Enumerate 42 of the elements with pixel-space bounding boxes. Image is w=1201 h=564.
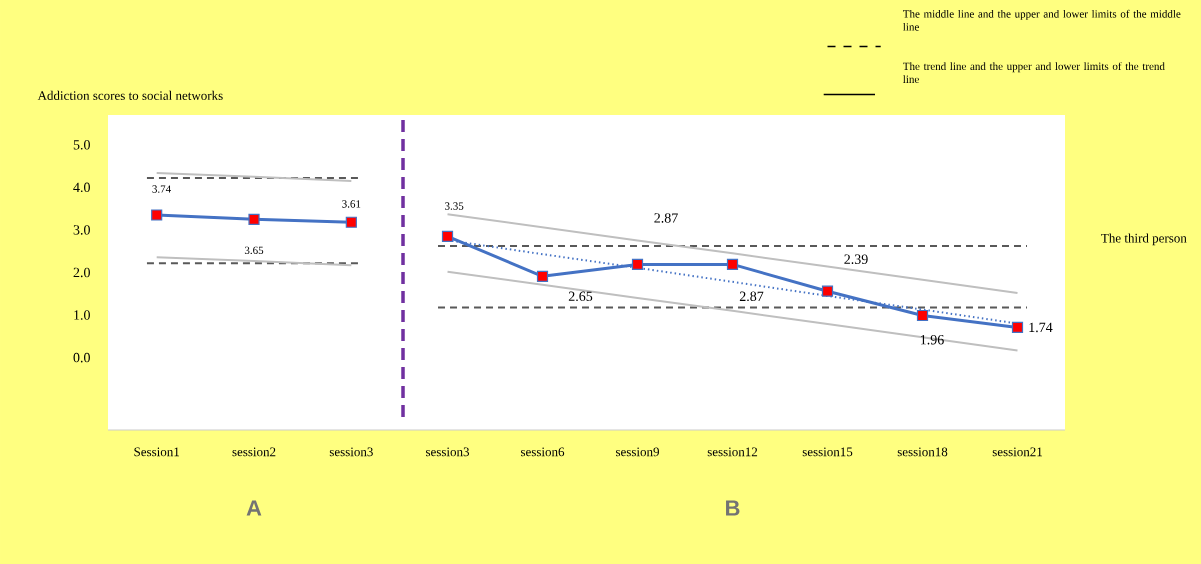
x-tick-label: session9 (616, 447, 659, 457)
point (726, 258, 739, 270)
annotation: 2.65 (568, 291, 593, 302)
x-tick-label: session15 (802, 447, 853, 457)
y-axis-title: Addiction scores to social networks (37, 90, 223, 100)
annotation: 3.61 (342, 200, 361, 208)
point (151, 209, 163, 221)
y-tick-label: 0.0 (73, 352, 90, 363)
point (631, 258, 644, 270)
text: The trend line and the upper and lower limits of the trend line (903, 62, 1165, 83)
x-tick-label: session12 (707, 447, 758, 457)
point (536, 270, 549, 282)
y-tick-label: 2.0 (73, 267, 90, 278)
x-tick-label: session2 (232, 447, 276, 457)
y-tick-label: 4.0 (73, 182, 90, 193)
text: The third person (1101, 233, 1187, 246)
point (1011, 321, 1024, 333)
point (248, 213, 260, 225)
x-tick-label: Session1 (134, 447, 180, 457)
x-axis-title: A (246, 500, 262, 516)
annotation: 3.65 (244, 246, 264, 255)
x-axis-title: B (726, 500, 740, 516)
text: The middle line and the upper and lower limits of the middle line (903, 9, 1181, 31)
annotation: 2.39 (844, 254, 868, 265)
x-tick-label: session21 (992, 447, 1042, 457)
x-tick-label: session18 (897, 447, 948, 457)
x-tick-label: session3 (329, 447, 373, 457)
point (916, 309, 929, 322)
point (821, 285, 834, 297)
point (441, 230, 454, 242)
annotation: 3.35 (445, 202, 464, 210)
annotation: 2.87 (739, 291, 764, 302)
annotation: 3.74 (152, 185, 171, 193)
x-tick-label: session6 (521, 447, 565, 457)
y-tick-label: 3.0 (73, 225, 90, 235)
text: 1.74 (1029, 322, 1053, 333)
point (345, 216, 357, 228)
annotation: 2.87 (654, 213, 678, 223)
annotation: 1.96 (920, 335, 944, 345)
x-tick-label: session3 (426, 447, 470, 457)
y-tick-label: 5.0 (73, 140, 90, 150)
y-tick-label: 1.0 (74, 310, 90, 320)
